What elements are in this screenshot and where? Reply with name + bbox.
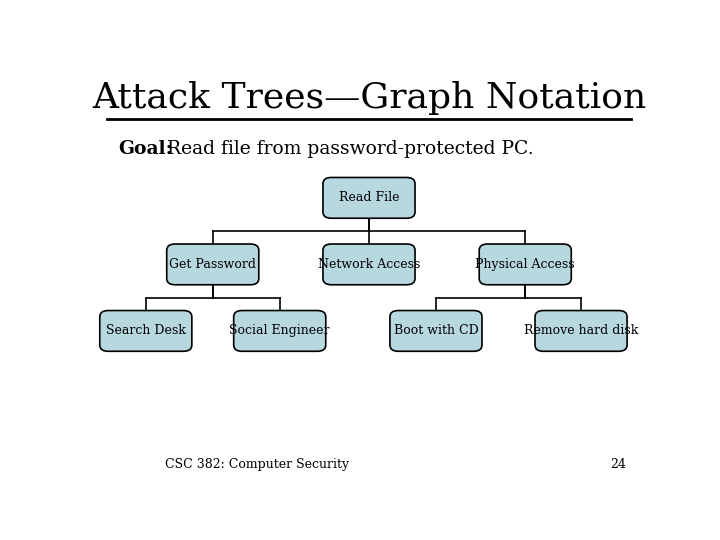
Text: Remove hard disk: Remove hard disk: [524, 325, 638, 338]
Text: Boot with CD: Boot with CD: [394, 325, 478, 338]
Text: Search Desk: Search Desk: [106, 325, 186, 338]
Text: Read File: Read File: [338, 191, 400, 204]
FancyBboxPatch shape: [323, 178, 415, 218]
FancyBboxPatch shape: [323, 244, 415, 285]
Text: Read file from password-protected PC.: Read file from password-protected PC.: [161, 140, 534, 158]
Text: Social Engineer: Social Engineer: [230, 325, 330, 338]
FancyBboxPatch shape: [100, 310, 192, 352]
FancyBboxPatch shape: [167, 244, 258, 285]
Text: Physical Access: Physical Access: [475, 258, 575, 271]
Text: Attack Trees—Graph Notation: Attack Trees—Graph Notation: [92, 82, 646, 116]
FancyBboxPatch shape: [480, 244, 571, 285]
Text: 24: 24: [610, 458, 626, 471]
Text: CSC 382: Computer Security: CSC 382: Computer Security: [166, 458, 349, 471]
FancyBboxPatch shape: [234, 310, 325, 352]
Text: Get Password: Get Password: [169, 258, 256, 271]
Text: Goal:: Goal:: [118, 140, 173, 158]
Text: Network Access: Network Access: [318, 258, 420, 271]
FancyBboxPatch shape: [390, 310, 482, 352]
FancyBboxPatch shape: [535, 310, 627, 352]
